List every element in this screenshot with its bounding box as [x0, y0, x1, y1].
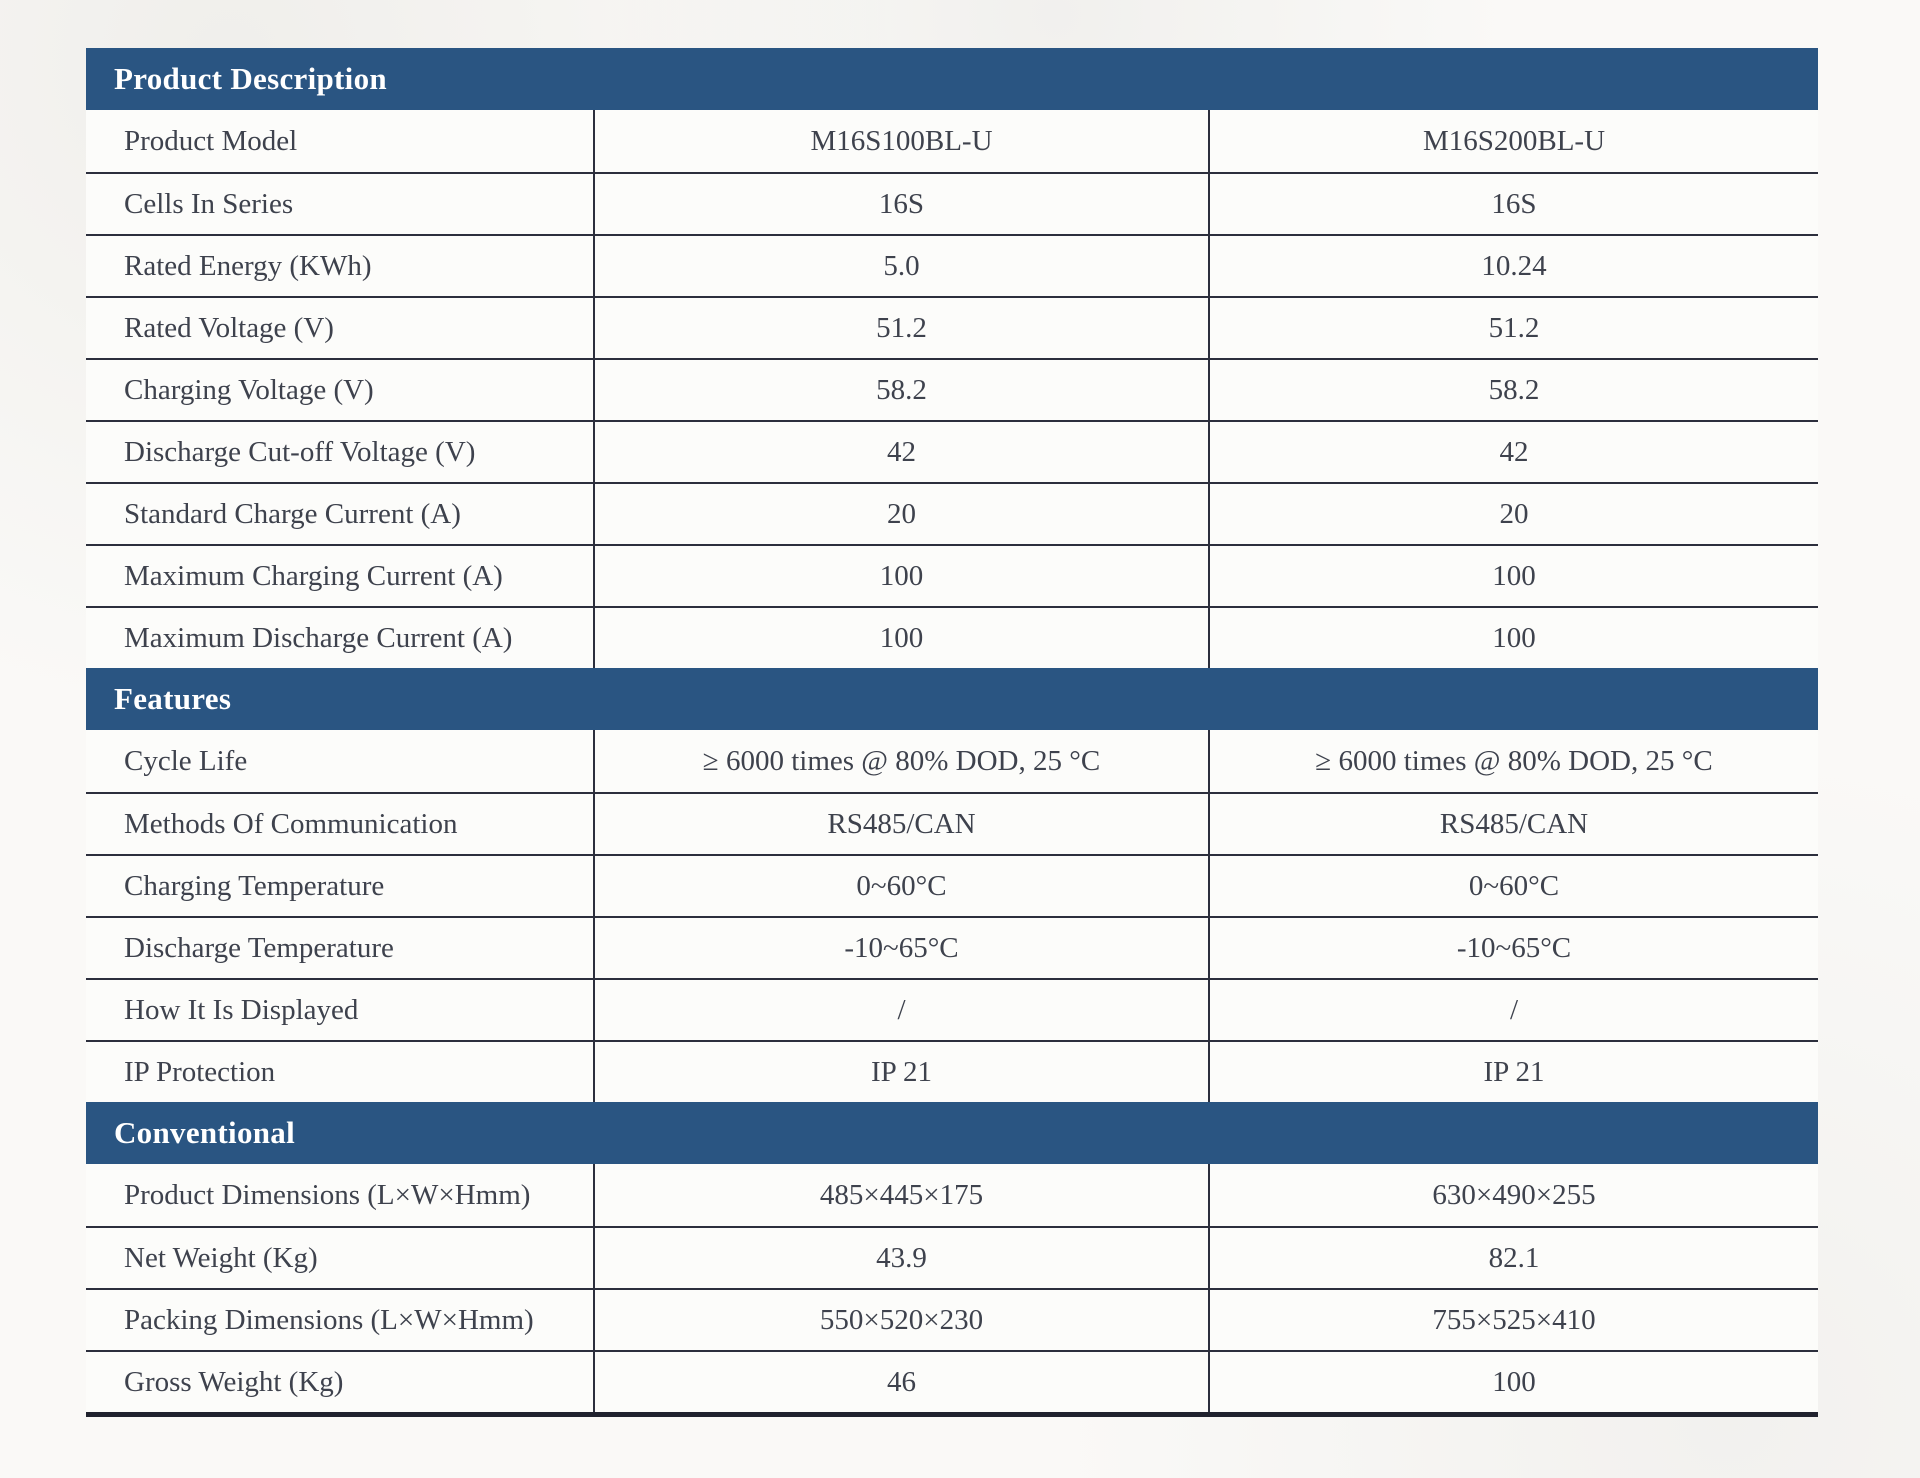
row-label: Discharge Cut-off Voltage (V): [124, 435, 476, 468]
row-label: Charging Voltage (V): [124, 373, 374, 406]
spec-row: Methods Of Communication RS485/CAN RS485/C…: [86, 792, 1818, 854]
spec-value: RS485/CAN: [593, 794, 1208, 854]
spec-value: 100: [593, 608, 1208, 668]
spec-value: 100: [593, 546, 1208, 606]
spec-value: 42: [1208, 422, 1818, 482]
section-title: Conventional: [114, 1115, 296, 1150]
spec-row: Net Weight (Kg) 43.9 82.1: [86, 1226, 1818, 1288]
row-label: Standard Charge Current (A): [124, 497, 461, 530]
spec-row: Product Model M16S100BL-U M16S200BL-U: [86, 110, 1818, 172]
row-label: Methods Of Communication: [124, 807, 458, 840]
spec-value: 550×520×230: [593, 1290, 1208, 1350]
spec-value: 51.2: [1208, 298, 1818, 358]
spec-value: IP 21: [1208, 1042, 1818, 1102]
spec-value: 42: [593, 422, 1208, 482]
row-label: Product Model: [124, 124, 298, 157]
spec-value: -10~65°C: [593, 918, 1208, 978]
spec-row: Cycle Life ≥ 6000 times @ 80% DOD, 25 °C ≥…: [86, 730, 1818, 792]
spec-row: Product Dimensions (L×W×Hmm) 485×445×175 6…: [86, 1164, 1818, 1226]
spec-value: 58.2: [1208, 360, 1818, 420]
spec-row: Rated Energy (KWh) 5.0 10.24: [86, 234, 1818, 296]
spec-row: Cells In Series 16S 16S: [86, 172, 1818, 234]
spec-value: M16S200BL-U: [1208, 110, 1818, 172]
row-label: Discharge Temperature: [124, 931, 394, 964]
spec-value: -10~65°C: [1208, 918, 1818, 978]
spec-value: 58.2: [593, 360, 1208, 420]
row-label: Gross Weight (Kg): [124, 1365, 344, 1398]
section-header-conventional: Conventional: [86, 1102, 1818, 1164]
spec-value: 100: [1208, 546, 1818, 606]
spec-row: Discharge Cut-off Voltage (V) 42 42: [86, 420, 1818, 482]
row-label: Rated Energy (KWh): [124, 249, 372, 282]
section-title: Features: [114, 681, 232, 716]
spec-row: Gross Weight (Kg) 46 100: [86, 1350, 1818, 1412]
row-label: Packing Dimensions (L×W×Hmm): [124, 1303, 534, 1336]
spec-value: 43.9: [593, 1228, 1208, 1288]
row-label: Product Dimensions (L×W×Hmm): [124, 1178, 531, 1211]
row-label: IP Protection: [124, 1055, 276, 1088]
spec-value: 755×525×410: [1208, 1290, 1818, 1350]
section-title: Product Description: [114, 61, 387, 96]
spec-row: Charging Voltage (V) 58.2 58.2: [86, 358, 1818, 420]
spec-value: ≥ 6000 times @ 80% DOD, 25 °C: [593, 730, 1208, 792]
spec-value: 20: [593, 484, 1208, 544]
spec-row: Rated Voltage (V) 51.2 51.2: [86, 296, 1818, 358]
spec-value: 20: [1208, 484, 1818, 544]
spec-value: 10.24: [1208, 236, 1818, 296]
spec-value: 16S: [1208, 174, 1818, 234]
spec-value: 630×490×255: [1208, 1164, 1818, 1226]
row-label: Net Weight (Kg): [124, 1241, 318, 1274]
spec-row: Maximum Charging Current (A) 100 100: [86, 544, 1818, 606]
spec-value: 0~60°C: [1208, 856, 1818, 916]
row-label: Charging Temperature: [124, 869, 385, 902]
product-spec-table: Product Description Product Model M16S100B…: [86, 48, 1818, 1417]
spec-row: Charging Temperature 0~60°C 0~60°C: [86, 854, 1818, 916]
spec-value: 5.0: [593, 236, 1208, 296]
row-label: Maximum Charging Current (A): [124, 559, 503, 592]
spec-value: IP 21: [593, 1042, 1208, 1102]
spec-row: Discharge Temperature -10~65°C -10~65°C: [86, 916, 1818, 978]
section-header-features: Features: [86, 668, 1818, 730]
spec-value: RS485/CAN: [1208, 794, 1818, 854]
spec-value: ≥ 6000 times @ 80% DOD, 25 °C: [1208, 730, 1818, 792]
spec-value: 51.2: [593, 298, 1208, 358]
spec-value: 46: [593, 1352, 1208, 1412]
spec-value: 485×445×175: [593, 1164, 1208, 1226]
spec-row: IP Protection IP 21 IP 21: [86, 1040, 1818, 1102]
spec-value: M16S100BL-U: [593, 110, 1208, 172]
spec-row: Standard Charge Current (A) 20 20: [86, 482, 1818, 544]
spec-row: Maximum Discharge Current (A) 100 100: [86, 606, 1818, 668]
spec-value: 100: [1208, 1352, 1818, 1412]
spec-value: /: [593, 980, 1208, 1040]
row-label: Rated Voltage (V): [124, 311, 334, 344]
row-label: Cycle Life: [124, 744, 248, 777]
row-label: Maximum Discharge Current (A): [124, 621, 513, 654]
spec-row: Packing Dimensions (L×W×Hmm) 550×520×230 7…: [86, 1288, 1818, 1350]
spec-value: 100: [1208, 608, 1818, 668]
row-label: Cells In Series: [124, 187, 294, 220]
spec-value: 0~60°C: [593, 856, 1208, 916]
spec-row: How It Is Displayed / /: [86, 978, 1818, 1040]
row-label: How It Is Displayed: [124, 993, 359, 1026]
spec-value: 16S: [593, 174, 1208, 234]
section-header-product-description: Product Description: [86, 48, 1818, 110]
spec-value: /: [1208, 980, 1818, 1040]
spec-value: 82.1: [1208, 1228, 1818, 1288]
